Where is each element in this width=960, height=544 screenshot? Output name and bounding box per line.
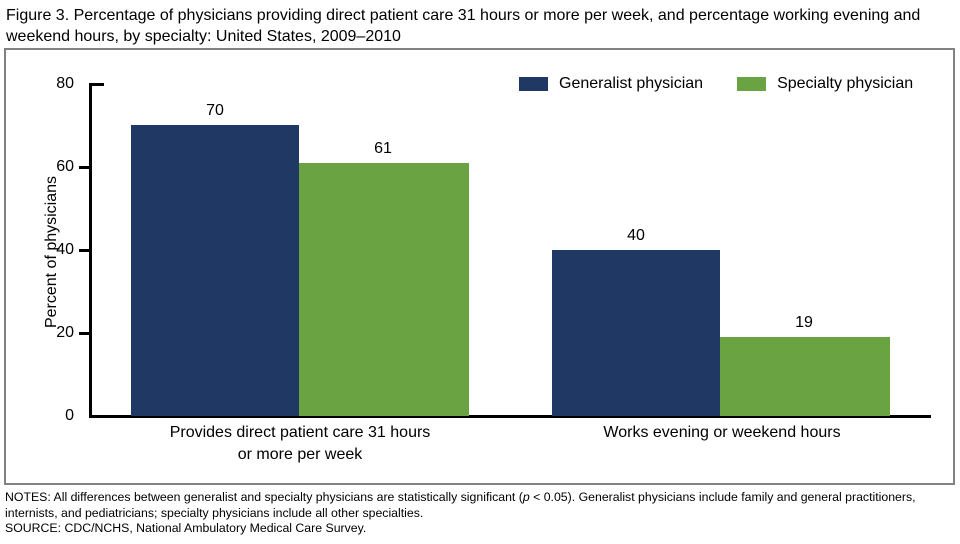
notes-prefix: NOTES: All differences between generalis…: [5, 490, 523, 504]
y-tick-60: [79, 166, 89, 169]
y-tick-40: [79, 249, 89, 252]
bar-specialty-group2: [720, 337, 890, 416]
y-tick-20: [79, 332, 89, 335]
bar-specialty-group1: [299, 163, 469, 416]
bar-generalist-group1: [131, 125, 299, 416]
notes-suffix: < 0.05). Generalist physicians include f…: [5, 490, 916, 520]
y-tick-label-20: 20: [56, 324, 74, 341]
x-axis-line: [89, 415, 931, 418]
legend: Generalist physician Specialty physician: [519, 75, 913, 93]
y-tick-label-40: 40: [56, 241, 74, 258]
bar-value-label: 61: [374, 140, 392, 157]
specialty-swatch-icon: [737, 77, 767, 91]
figure-title: Figure 3. Percentage of physicians provi…: [6, 7, 921, 46]
x-category-label-1: Provides direct patient care 31 hours or…: [169, 424, 431, 463]
legend-item-generalist: Generalist physician: [519, 75, 703, 93]
y-tick-label-60: 60: [56, 158, 74, 175]
y-axis-top-cap: [89, 83, 104, 86]
notes-text: NOTES: All differences between generalis…: [5, 490, 957, 537]
chart-frame: Generalist physician Specialty physician…: [4, 48, 955, 485]
legend-label-generalist: Generalist physician: [559, 75, 704, 92]
legend-label-specialty: Specialty physician: [777, 75, 914, 92]
source-text: SOURCE: CDC/NCHS, National Ambulatory Me…: [5, 521, 367, 535]
y-axis-line: [89, 83, 92, 418]
bar-value-label: 70: [206, 102, 224, 119]
bar-value-label: 40: [627, 227, 645, 244]
generalist-swatch-icon: [519, 77, 548, 91]
y-tick-label-0: 0: [65, 407, 74, 424]
notes-p-italic: p: [522, 490, 530, 504]
bar-generalist-group2: [552, 250, 720, 416]
y-tick-label-80: 80: [56, 75, 74, 92]
legend-item-specialty: Specialty physician: [737, 75, 913, 93]
bar-value-label: 19: [795, 314, 813, 331]
x-category-label-2: Works evening or weekend hours: [603, 424, 841, 441]
